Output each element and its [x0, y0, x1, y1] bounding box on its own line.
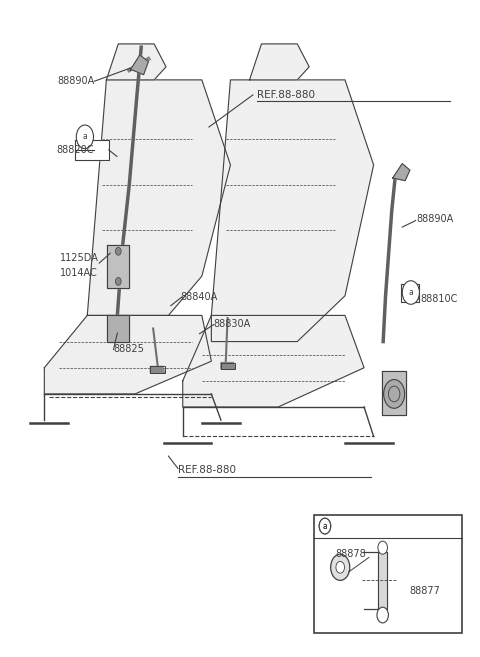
Circle shape — [116, 248, 121, 255]
Circle shape — [336, 561, 345, 573]
Text: REF.88-880: REF.88-880 — [257, 90, 315, 100]
Text: 88840A: 88840A — [180, 292, 217, 302]
Text: a: a — [323, 522, 327, 531]
Text: 88830A: 88830A — [214, 319, 251, 329]
Polygon shape — [314, 515, 462, 633]
Circle shape — [378, 541, 387, 555]
Polygon shape — [108, 245, 129, 288]
Polygon shape — [250, 44, 309, 80]
Polygon shape — [107, 44, 166, 80]
Text: a: a — [408, 288, 413, 297]
Circle shape — [76, 125, 94, 148]
Text: 88877: 88877 — [409, 587, 440, 597]
Circle shape — [384, 380, 405, 408]
Polygon shape — [44, 315, 211, 394]
Circle shape — [402, 281, 420, 304]
Text: a: a — [83, 132, 87, 141]
Polygon shape — [401, 284, 419, 302]
Polygon shape — [393, 164, 410, 181]
Text: 1125DA: 1125DA — [60, 254, 99, 263]
Polygon shape — [87, 80, 230, 315]
Circle shape — [377, 607, 388, 623]
Text: 88810C: 88810C — [420, 294, 458, 304]
Text: 88825: 88825 — [114, 344, 144, 354]
Text: 88890A: 88890A — [57, 76, 95, 86]
Circle shape — [319, 518, 331, 534]
Polygon shape — [150, 367, 165, 373]
Circle shape — [319, 518, 331, 534]
Text: REF.88-880: REF.88-880 — [178, 465, 236, 476]
Polygon shape — [130, 55, 148, 75]
Polygon shape — [211, 80, 373, 342]
Polygon shape — [183, 315, 364, 407]
Circle shape — [331, 555, 350, 580]
Polygon shape — [75, 140, 109, 160]
Text: 88878: 88878 — [336, 549, 366, 559]
Text: a: a — [323, 522, 327, 531]
Polygon shape — [382, 371, 406, 415]
Text: 88890A: 88890A — [417, 214, 454, 223]
Polygon shape — [378, 553, 387, 608]
Text: 1014AC: 1014AC — [60, 268, 98, 278]
Polygon shape — [221, 363, 235, 369]
Text: 88820C: 88820C — [56, 145, 94, 155]
Circle shape — [116, 277, 121, 285]
Polygon shape — [108, 315, 129, 342]
